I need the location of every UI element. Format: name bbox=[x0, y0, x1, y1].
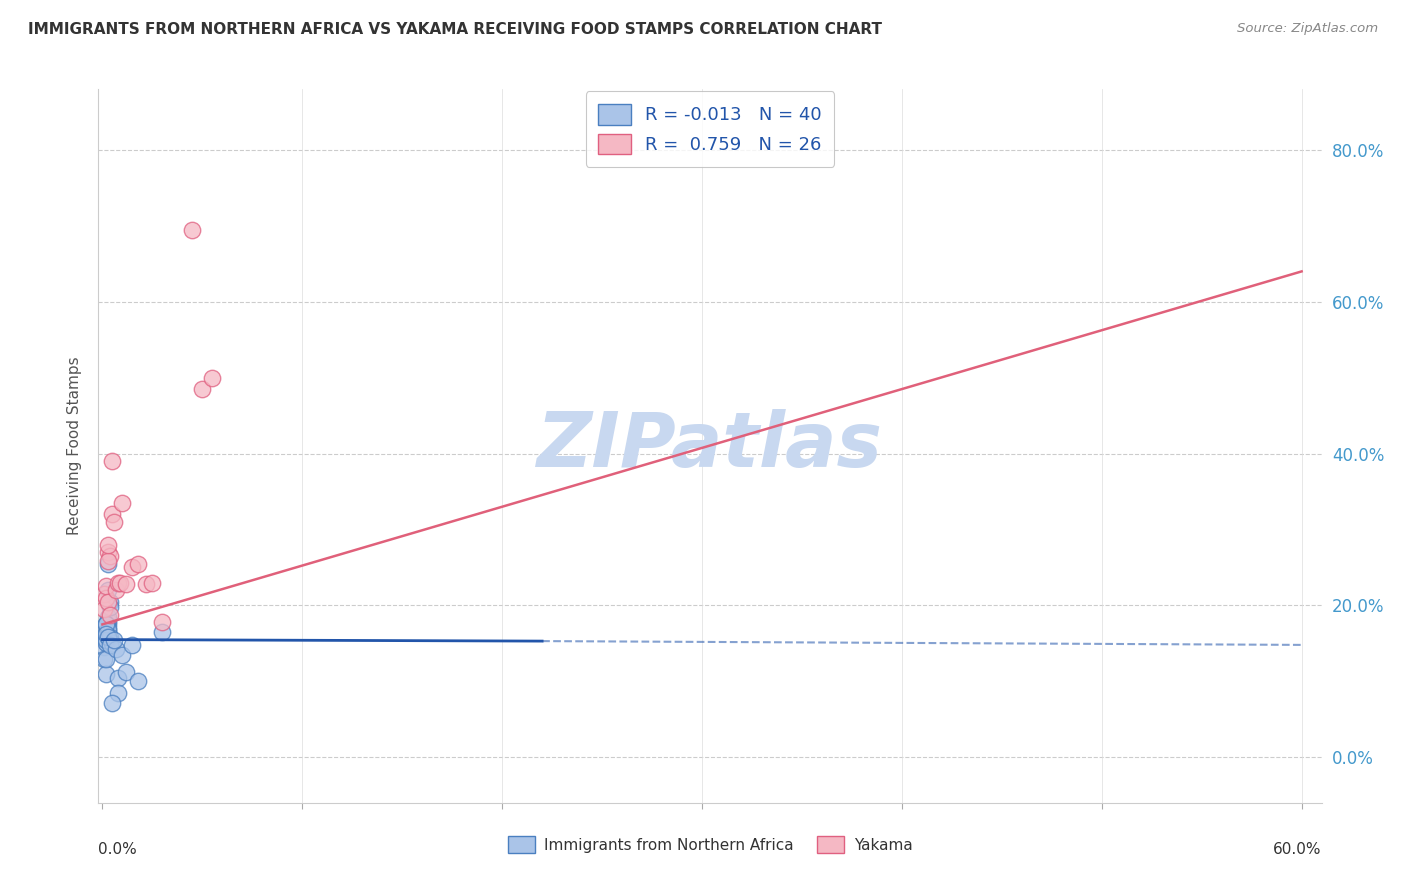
Point bbox=[121, 638, 143, 652]
Point bbox=[96, 617, 118, 632]
Y-axis label: Receiving Food Stamps: Receiving Food Stamps bbox=[67, 357, 83, 535]
Point bbox=[96, 579, 118, 593]
Legend: Immigrants from Northern Africa, Yakama: Immigrants from Northern Africa, Yakama bbox=[502, 830, 918, 859]
Point bbox=[115, 665, 138, 680]
Point bbox=[93, 587, 115, 601]
Point bbox=[93, 632, 115, 647]
Point bbox=[105, 642, 128, 657]
Point bbox=[100, 549, 122, 563]
Point bbox=[96, 666, 118, 681]
Text: ZIPatlas: ZIPatlas bbox=[537, 409, 883, 483]
Point bbox=[100, 607, 122, 622]
Point bbox=[115, 577, 138, 591]
Text: Source: ZipAtlas.com: Source: ZipAtlas.com bbox=[1237, 22, 1378, 36]
Text: 0.0%: 0.0% bbox=[98, 842, 138, 857]
Point bbox=[111, 648, 134, 662]
Point bbox=[101, 508, 124, 522]
Point bbox=[150, 625, 173, 640]
Point bbox=[97, 609, 120, 624]
Point bbox=[100, 638, 122, 652]
Point bbox=[97, 583, 120, 598]
Point bbox=[96, 632, 118, 647]
Point bbox=[103, 632, 125, 647]
Point bbox=[127, 674, 149, 689]
Point bbox=[100, 594, 122, 608]
Point bbox=[100, 599, 122, 614]
Text: 60.0%: 60.0% bbox=[1274, 842, 1322, 857]
Point bbox=[96, 591, 118, 605]
Point bbox=[96, 617, 118, 632]
Point bbox=[96, 627, 118, 641]
Point bbox=[201, 370, 224, 384]
Point bbox=[101, 636, 124, 650]
Point bbox=[97, 594, 120, 608]
Point bbox=[97, 557, 120, 571]
Point bbox=[96, 625, 118, 640]
Point bbox=[107, 671, 129, 685]
Point bbox=[97, 621, 120, 635]
Point bbox=[93, 602, 115, 616]
Point bbox=[93, 651, 115, 665]
Point bbox=[127, 557, 149, 571]
Point bbox=[97, 614, 120, 628]
Point bbox=[97, 625, 120, 640]
Point bbox=[97, 630, 120, 644]
Point bbox=[96, 617, 118, 632]
Text: IMMIGRANTS FROM NORTHERN AFRICA VS YAKAMA RECEIVING FOOD STAMPS CORRELATION CHAR: IMMIGRANTS FROM NORTHERN AFRICA VS YAKAM… bbox=[28, 22, 882, 37]
Point bbox=[121, 560, 143, 574]
Point bbox=[101, 696, 124, 710]
Point bbox=[110, 575, 132, 590]
Point bbox=[107, 575, 129, 590]
Point bbox=[96, 636, 118, 650]
Point bbox=[97, 545, 120, 559]
Point bbox=[96, 632, 118, 647]
Point bbox=[97, 623, 120, 637]
Point bbox=[101, 454, 124, 468]
Point bbox=[97, 538, 120, 552]
Point bbox=[181, 222, 204, 236]
Point bbox=[97, 617, 120, 632]
Point bbox=[150, 615, 173, 629]
Point bbox=[103, 515, 125, 529]
Point bbox=[96, 629, 118, 643]
Point bbox=[97, 630, 120, 644]
Point bbox=[135, 577, 157, 591]
Point bbox=[97, 554, 120, 568]
Point bbox=[107, 686, 129, 700]
Point bbox=[105, 583, 128, 598]
Point bbox=[96, 636, 118, 650]
Point bbox=[111, 496, 134, 510]
Point bbox=[141, 575, 163, 590]
Point bbox=[93, 640, 115, 655]
Point bbox=[191, 382, 214, 396]
Point bbox=[96, 651, 118, 665]
Point bbox=[100, 630, 122, 644]
